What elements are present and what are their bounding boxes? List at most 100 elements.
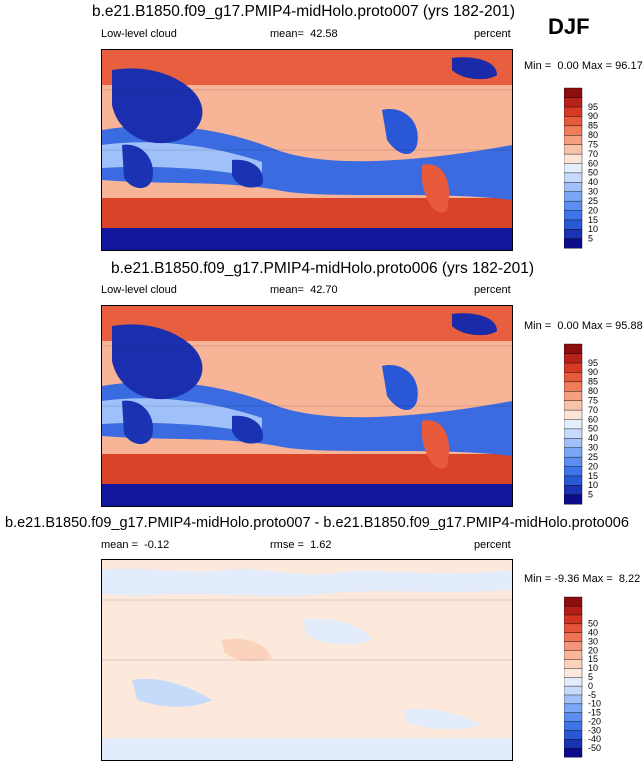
australia-region: [232, 159, 263, 188]
colorbar2-swatch: [564, 400, 583, 411]
colorbar1-swatch: [564, 97, 583, 108]
colorbar2-tick-label: 75: [588, 395, 598, 405]
colorbar2-swatch: [564, 447, 583, 458]
panel1-map: [101, 49, 513, 251]
eurasia-region: [112, 324, 203, 400]
colorbar3-swatch: [564, 739, 583, 749]
panel2-colorbar: 5 10 15 20 25 30 40 50 60 70 75 80 85 90 95: [564, 342, 624, 507]
colorbar2-tick-label: 95: [588, 358, 598, 368]
colorbar2-swatch: [564, 362, 583, 373]
colorbar2-tick-label: 5: [588, 490, 593, 500]
panel2-title: b.e21.B1850.f09_g17.PMIP4-midHolo.proto0…: [111, 260, 535, 277]
diff-antarctic: [102, 738, 512, 760]
panel1-mean: mean= 42.58: [270, 28, 338, 40]
colorbar3-swatch: [564, 694, 583, 705]
colorbar3-swatch: [564, 721, 583, 731]
panel1-minmax: Min = 0.00 Max = 96.17: [524, 60, 643, 72]
colorbar2-swatch: [564, 466, 583, 477]
colorbar2-tick-label: 20: [588, 461, 598, 471]
colorbar1-swatch: [564, 106, 583, 117]
colorbar2-swatch: [564, 343, 583, 354]
colorbar2-swatch: [564, 409, 583, 420]
colorbar3-swatch: [564, 632, 583, 642]
americas-region: [382, 109, 418, 155]
colorbar2-tick-label: 40: [588, 433, 598, 443]
colorbar3-swatch: [564, 614, 583, 625]
colorbar1-tick-label: 15: [588, 215, 598, 225]
panel1-variable: Low-level cloud: [101, 28, 177, 40]
colorbar1-swatch: [564, 153, 583, 164]
colorbar1-swatch: [564, 144, 583, 155]
colorbar2-swatch: [564, 437, 583, 448]
colorbar3-swatch: [564, 659, 583, 669]
colorbar1-tick-label: 90: [588, 111, 598, 121]
diff-patch-neg2: [302, 618, 372, 645]
greenland-region: [452, 57, 497, 80]
colorbar1-tick-label: 80: [588, 130, 598, 140]
americas-region: [382, 365, 418, 411]
panel1-units: percent: [474, 28, 511, 40]
tropical-low-cloud: [102, 125, 512, 200]
diff-patch-neg1: [132, 678, 212, 707]
panel3-mean-value: -0.12: [144, 539, 170, 551]
colorbar2-tick-label: 10: [588, 480, 598, 490]
panel1-min-value: 0.00: [557, 60, 579, 72]
colorbar3-tick-label: 10: [588, 663, 598, 673]
colorbar1-swatch: [564, 238, 583, 249]
panel3-min-label: Min =: [524, 573, 552, 585]
colorbar2-tick-label: 60: [588, 414, 598, 424]
colorbar3-tick-label: 50: [588, 619, 598, 629]
colorbar2-tick-label: 30: [588, 443, 598, 453]
panel1-mean-value: 42.58: [310, 28, 338, 40]
graticule: [102, 345, 512, 407]
panel3-min-value: -9.36: [554, 573, 580, 585]
colorbar2-swatch: [564, 390, 583, 401]
panel1-max-label: Max =: [581, 60, 613, 72]
colorbar1-tick-label: 70: [588, 149, 598, 159]
colorbar1-swatch: [564, 210, 583, 221]
panel3-map-svg: [102, 560, 512, 760]
panel3-rmse-value: 1.62: [310, 539, 332, 551]
colorbar2-tick-label: 85: [588, 377, 598, 387]
colorbar3-tick-label: 0: [588, 681, 593, 691]
panel3-map: [101, 559, 513, 761]
panel3-max-value: 8.22: [618, 573, 641, 585]
colorbar3-swatch: [564, 623, 583, 633]
panel1-mean-label: mean=: [270, 28, 304, 40]
colorbar3-tick-label: -10: [588, 699, 601, 709]
panel3-rmse-label: rmse =: [270, 539, 304, 551]
panel2-mean-value: 42.70: [310, 284, 338, 296]
colorbar3-tick-label: -5: [588, 690, 596, 700]
panel2-mean: mean= 42.70: [270, 284, 338, 296]
diff-patch-neg3: [402, 708, 482, 730]
colorbar3-tick-label: -50: [588, 743, 601, 753]
colorbar3-swatch: [564, 641, 583, 651]
colorbar2-tick-label: 90: [588, 367, 598, 377]
colorbar1-tick-label: 75: [588, 139, 598, 149]
panel2-units: percent: [474, 284, 511, 296]
colorbar2-swatch: [564, 494, 583, 505]
colorbar2-tick-label: 50: [588, 424, 598, 434]
colorbar2-swatch: [564, 419, 583, 430]
graticule: [102, 89, 512, 151]
colorbar3-tick-label: -30: [588, 725, 601, 735]
colorbar3-swatch: [564, 676, 583, 687]
southern-ocean-band: [102, 198, 512, 230]
colorbar3-tick-label: -40: [588, 734, 601, 744]
panel1-max-value: 96.17: [615, 60, 643, 72]
colorbar1-tick-label: 5: [588, 234, 593, 244]
colorbar2-swatch: [564, 484, 583, 495]
panel1-map-svg: [102, 50, 512, 250]
colorbar3-swatch: [564, 712, 583, 722]
panel3-title: b.e21.B1850.f09_g17.PMIP4-midHolo.proto0…: [5, 515, 629, 531]
panel1-min-label: Min =: [524, 60, 552, 72]
colorbar3-tick-label: 20: [588, 645, 598, 655]
colorbar2-tick-label: 80: [588, 386, 598, 396]
panel3-colorbar: -50 -40 -30 -20 -15 -10 -5 0 5 10 15 20 30 40 50: [564, 595, 624, 760]
colorbar1-tick-label: 50: [588, 168, 598, 178]
colorbar3-swatch: [564, 605, 583, 616]
panel1-title: b.e21.B1850.f09_g17.PMIP4-midHolo.proto0…: [92, 3, 516, 20]
colorbar3-tick-label: 30: [588, 636, 598, 646]
panel2-variable: Low-level cloud: [101, 284, 177, 296]
